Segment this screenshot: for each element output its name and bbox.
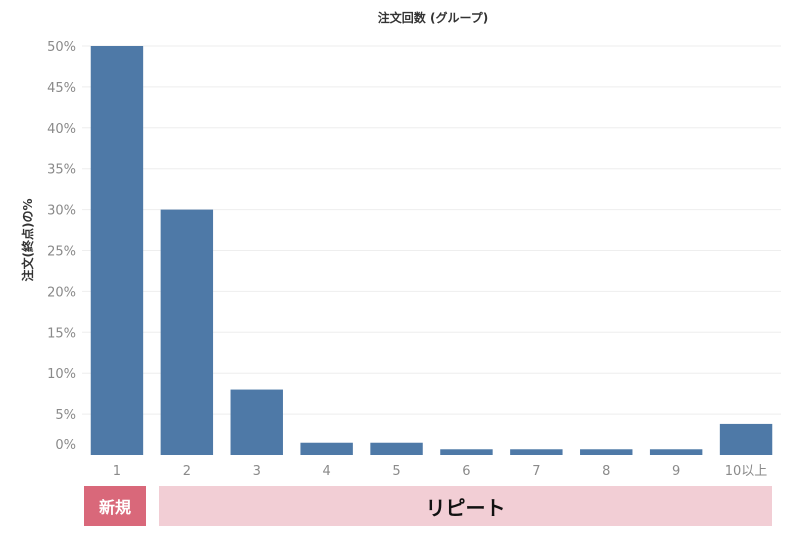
bar-7 [510, 449, 563, 455]
bars [90, 46, 773, 455]
x-tick-label: 3 [253, 464, 261, 479]
bar-9 [649, 449, 703, 455]
x-tick-label: 6 [462, 464, 470, 479]
y-tick-label: 35% [47, 163, 76, 178]
x-tick-label: 9 [672, 464, 680, 479]
y-tick-label: 25% [47, 245, 76, 260]
group-label-new: 新規 [84, 486, 146, 526]
y-tick-label: 50% [47, 40, 76, 55]
bar-1 [90, 46, 144, 455]
x-axis-ticks: 1 2 3 4 5 6 7 8 9 10以上 [113, 464, 768, 479]
bar-10 [719, 423, 773, 455]
x-tick-label: 5 [392, 464, 400, 479]
y-tick-label: 30% [47, 204, 76, 219]
bar-8 [580, 449, 633, 455]
y-axis-title: 注文(終点)の% [20, 199, 35, 282]
x-tick-label: 8 [602, 464, 610, 479]
y-tick-label: 0% [55, 438, 76, 453]
bar-2 [160, 209, 214, 455]
bar-6 [440, 449, 493, 455]
y-tick-label: 45% [47, 81, 76, 96]
group-label-repeat: リピート [159, 486, 772, 526]
bar-3 [230, 389, 283, 455]
y-tick-label: 5% [55, 408, 76, 423]
chart-title: 注文回数 (グループ) [378, 10, 488, 25]
y-axis-ticks: 0% 5% 10% 15% 20% 25% 30% 35% 40% 45% 50% [47, 40, 76, 453]
bar-5 [370, 442, 423, 455]
x-tick-label: 1 [113, 464, 121, 479]
x-tick-label: 7 [532, 464, 540, 479]
bar-4 [300, 442, 353, 455]
y-tick-label: 40% [47, 122, 76, 137]
y-tick-label: 15% [47, 326, 76, 341]
x-tick-label: 10以上 [725, 464, 768, 479]
x-tick-label: 4 [323, 464, 331, 479]
y-tick-label: 10% [47, 367, 76, 382]
y-tick-label: 20% [47, 285, 76, 300]
x-tick-label: 2 [183, 464, 191, 479]
